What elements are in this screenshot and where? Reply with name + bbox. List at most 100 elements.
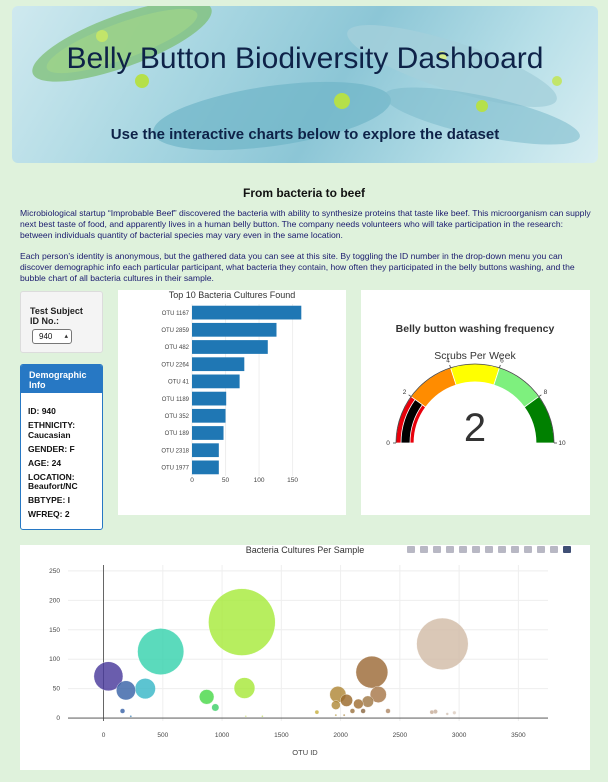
bar-category-label: OTU 482 [165, 345, 190, 351]
updown-arrow-icon: ▴ [64, 333, 68, 340]
header-banner: Belly Button Biodiversity Dashboard Use … [12, 6, 598, 163]
lasso-icon[interactable] [459, 546, 467, 553]
bar-category-label: OTU 189 [165, 431, 190, 437]
bubble-chart-panel: Bacteria Cultures Per Sample 0 50 100 150 200… [20, 545, 590, 770]
bubble-marker [208, 588, 276, 656]
top10-bar-chart[interactable]: Top 10 Bacteria Cultures Found 0 50 100 150 O… [118, 290, 346, 515]
subject-id-value: 940 [39, 332, 53, 341]
bubble-marker [355, 655, 389, 689]
bar-xtick-label: 50 [222, 477, 230, 484]
gauge-tick-label: 10 [558, 440, 566, 447]
demographic-info-list: ID: 940 ETHNICITY: Caucasian GENDER: F AGE:… [21, 393, 102, 520]
gauge-band [450, 363, 500, 386]
hover-closest-icon[interactable] [537, 546, 545, 553]
gauge-tick-label: 0 [386, 440, 390, 447]
bar-otu-352 [192, 408, 226, 423]
bar-otu-1189 [192, 391, 227, 406]
bar-otu-1977 [192, 460, 219, 475]
gauge-tick [538, 394, 542, 397]
gauge-chart-panel: Belly button washing frequency Scrubs Per… [361, 290, 590, 515]
bubble-marker [244, 715, 247, 718]
reset-axes-icon[interactable] [511, 546, 519, 553]
gauge-tick-label: 4 [446, 357, 450, 364]
bar-category-label: OTU 1167 [162, 311, 190, 317]
spike-lines-icon[interactable] [524, 546, 532, 553]
bubble-xaxis-label: OTU ID [292, 748, 318, 757]
bar-otu-2859 [192, 322, 277, 337]
bubble-xtick-label: 3500 [511, 732, 526, 739]
bubble-marker [385, 708, 391, 714]
subject-id-dropdown[interactable]: 940 ▴ [32, 329, 72, 344]
demographic-row: WFREQ: 2 [28, 509, 70, 519]
bubble-xtick-label: 1500 [274, 732, 289, 739]
bubble-marker [116, 680, 136, 701]
bar-otu-1167 [192, 305, 302, 320]
camera-icon[interactable] [407, 546, 415, 553]
bar-otu-482 [192, 340, 268, 354]
bubble-ytick-label: 250 [49, 568, 60, 575]
bubble-marker [369, 686, 387, 703]
gauge-tick-label: 8 [544, 389, 548, 396]
bubble-marker [233, 677, 256, 699]
bubble-chart[interactable]: Bacteria Cultures Per Sample 0 50 100 150 200… [20, 545, 590, 770]
gauge-value-bar [400, 398, 423, 444]
bubble-ytick-label: 100 [49, 656, 60, 663]
demographic-row: AGE: 24 [28, 457, 62, 468]
gauge-tick [499, 364, 501, 368]
gauge-tick-label: 2 [403, 389, 407, 396]
gauge-tick [408, 394, 412, 397]
bar-otu-189 [192, 426, 224, 440]
bubble-marker [416, 617, 469, 670]
bar-category-label: OTU 2264 [161, 362, 189, 368]
bubble-marker [331, 700, 341, 710]
bubble-xtick-label: 2500 [393, 732, 408, 739]
bar-otu-41 [192, 374, 240, 389]
plotly-logo-icon[interactable] [563, 546, 571, 553]
bubble-marker [134, 678, 156, 700]
bubble-marker [445, 712, 449, 716]
bubble-xtick-label: 0 [102, 732, 106, 739]
demographic-row: GENDER: F [28, 443, 75, 454]
bacteria-illustration [32, 6, 580, 151]
bubble-chart-title: Bacteria Cultures Per Sample [246, 545, 365, 555]
bubble-marker [119, 708, 126, 714]
bubble-marker [340, 694, 353, 707]
gauge-subtitle: Scrubs Per Week [434, 350, 516, 362]
bar-xtick-label: 100 [254, 477, 265, 484]
wash-frequency-gauge[interactable]: Belly button washing frequency Scrubs Per… [361, 290, 590, 515]
zoom-out-icon[interactable] [485, 546, 493, 553]
demographic-row: LOCATION: Beaufort/NC [28, 471, 78, 491]
zoom-in-icon[interactable] [472, 546, 480, 553]
demographic-row: ETHNICITY: Caucasian [28, 420, 76, 440]
bubble-xtick-label: 500 [157, 732, 168, 739]
bar-xtick-label: 0 [190, 477, 194, 484]
bar-xtick-label: 150 [287, 477, 298, 484]
bar-otu-2264 [192, 357, 245, 372]
bubble-marker [211, 703, 220, 712]
bubble-marker [452, 710, 457, 715]
intro-title: From bacteria to beef [242, 186, 366, 200]
autoscale-icon[interactable] [498, 546, 506, 553]
bubble-marker [334, 713, 338, 717]
bar-category-label: OTU 1977 [161, 466, 189, 472]
bubble-marker [314, 709, 320, 715]
bubble-marker [261, 715, 264, 718]
bubble-marker [137, 628, 185, 675]
demographic-info-card: Demographic Info ID: 940 ETHNICITY: Cauca… [20, 364, 103, 530]
bubble-marker [93, 661, 124, 692]
bar-category-label: OTU 1189 [162, 397, 190, 403]
gauge-tick-label: 6 [500, 357, 504, 364]
demographic-row: ID: 940 [28, 406, 56, 416]
bubble-ytick-label: 200 [49, 597, 60, 604]
pan-icon[interactable] [433, 546, 441, 553]
bubble-marker [342, 713, 346, 717]
bubble-marker [429, 709, 435, 715]
bar-category-label: OTU 352 [165, 414, 190, 420]
bubble-marker [199, 689, 215, 705]
hover-compare-icon[interactable] [550, 546, 558, 553]
gauge-title: Belly button washing frequency [396, 323, 555, 335]
box-select-icon[interactable] [446, 546, 454, 553]
bar-chart-title: Top 10 Bacteria Cultures Found [169, 290, 296, 300]
gauge-band [523, 396, 555, 444]
zoom-icon[interactable] [420, 546, 428, 553]
